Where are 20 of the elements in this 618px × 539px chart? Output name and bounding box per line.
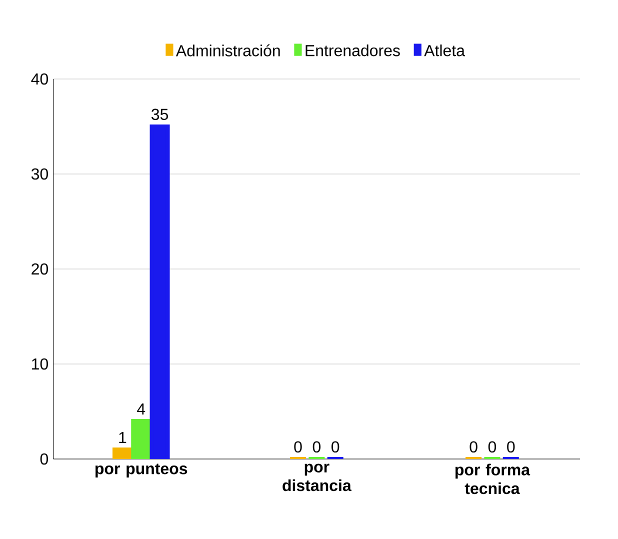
data-label: 0: [312, 441, 320, 453]
legend-label: Atleta: [424, 44, 465, 56]
y-tick-label: 40: [31, 73, 48, 85]
x-tick-label: por punteos: [96, 464, 188, 478]
data-label: 35: [151, 108, 168, 120]
data-label: 0: [294, 441, 302, 453]
data-label: 0: [488, 441, 496, 453]
y-tick-label: 0: [40, 453, 48, 465]
data-label: 0: [470, 441, 478, 453]
data-label: 0: [507, 441, 515, 453]
y-tick-label: 10: [32, 358, 48, 370]
data-label: 0: [332, 441, 340, 453]
data-label: 4: [137, 404, 146, 415]
y-tick-label: 20: [32, 263, 48, 275]
legend-label: Administración: [176, 44, 280, 56]
y-tick-label: 30: [31, 168, 48, 180]
data-label: 1: [119, 432, 126, 444]
x-tick-label: por forma tecnica: [455, 464, 530, 494]
x-tick-label: por distancia: [282, 464, 352, 492]
legend-label: Entrenadores: [306, 44, 400, 56]
